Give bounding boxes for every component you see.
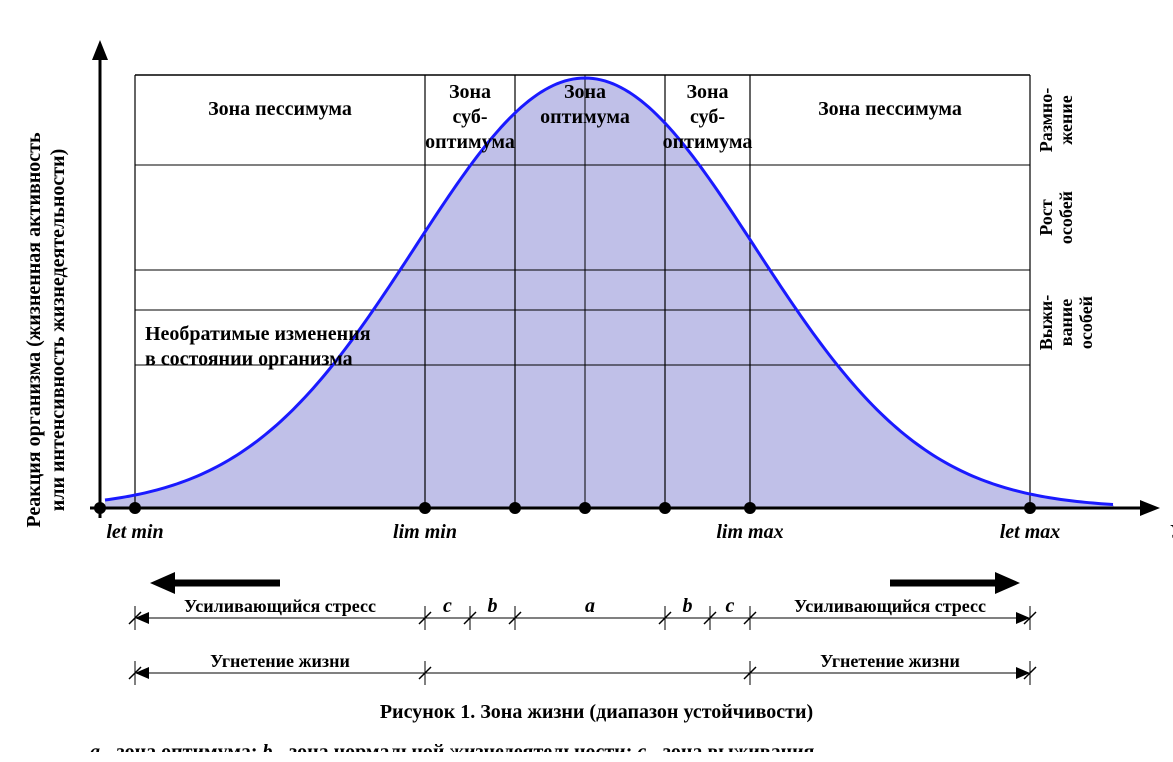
dim-arrow-l1 [1016,667,1030,679]
axis-dot [509,502,521,514]
label-pessimum-left: Зона пессимума [208,98,352,120]
label-sub-right3: оптимума [663,131,753,153]
stress-arrowhead-right [995,572,1020,594]
label-opt2: оптимума [540,106,630,128]
svg-text:особей: особей [1076,296,1096,349]
svg-text:или интенсивность жизнедеятель: или интенсивность жизнедеятельности) [47,149,69,511]
label-growth: Ростособей [1036,191,1076,244]
dim-arrow-l0 [135,667,149,679]
tick-let-max: let max [1000,521,1061,543]
x-axis-arrow [1140,500,1160,516]
svg-text:Размно-: Размно- [1036,88,1056,153]
tolerance-diagram: Зона пессимума Зона суб-оптимума Зона оптиму… [10,10,1173,752]
tick-lim-max: lim max [716,521,783,543]
axis-dot [579,502,591,514]
label-reproduction: Размно-жение [1036,88,1076,153]
tick-let-min: let min [106,521,163,543]
y-axis-arrow [92,40,108,60]
figure-legend: a - зона оптимума; b - зона нормальной ж… [90,741,815,752]
label-sub-left: Зона [449,81,491,103]
suppress-right: Угнетение жизни [820,651,960,671]
dim-arrow-u1 [1016,612,1030,624]
svg-text:Рост: Рост [1036,199,1056,236]
interval-letter-1: b [488,595,498,617]
stress-right-label: Усиливающийся стресс [794,596,986,616]
svg-text:вание: вание [1056,299,1076,346]
svg-text:жение: жение [1056,95,1076,145]
label-sub-right: Зона [686,81,728,103]
label-sub-right2: суб- [690,106,725,128]
label-irrev1: Необратимые изменения [145,323,371,345]
tick-lim-min: lim min [393,521,457,543]
axis-dot [744,502,756,514]
figure-caption: Рисунок 1. Зона жизни (диапазон устойчив… [380,701,813,723]
svg-text:особей: особей [1056,191,1076,244]
suppress-left: Угнетение жизни [210,651,350,671]
interval-letter-4: c [726,595,735,617]
label-sub-left2: суб- [452,106,487,128]
label-survival: Выжи-ваниеособей [1036,295,1096,350]
stress-arrowhead-left [150,572,175,594]
axis-dot [94,502,106,514]
label-sub-left3: оптимума [425,131,515,153]
y-axis-label: Реакция организма (жизненная активностьи… [23,132,69,528]
axis-dot [419,502,431,514]
interval-letter-2: a [585,595,595,617]
svg-text:Выжи-: Выжи- [1036,295,1056,350]
axis-dot [659,502,671,514]
label-pessimum-right: Зона пессимума [818,98,962,120]
label-opt1: Зона [564,81,606,103]
axis-dot [1024,502,1036,514]
svg-text:Реакция организма (жизненная а: Реакция организма (жизненная активность [23,132,45,528]
curve-fill [105,78,1115,508]
label-irrev2: в состоянии организма [145,348,353,370]
stress-left-label: Усиливающийся стресс [184,596,376,616]
interval-letter-0: c [443,595,452,617]
dim-arrow-u0 [135,612,149,624]
axis-dot [129,502,141,514]
interval-letter-3: b [683,595,693,617]
